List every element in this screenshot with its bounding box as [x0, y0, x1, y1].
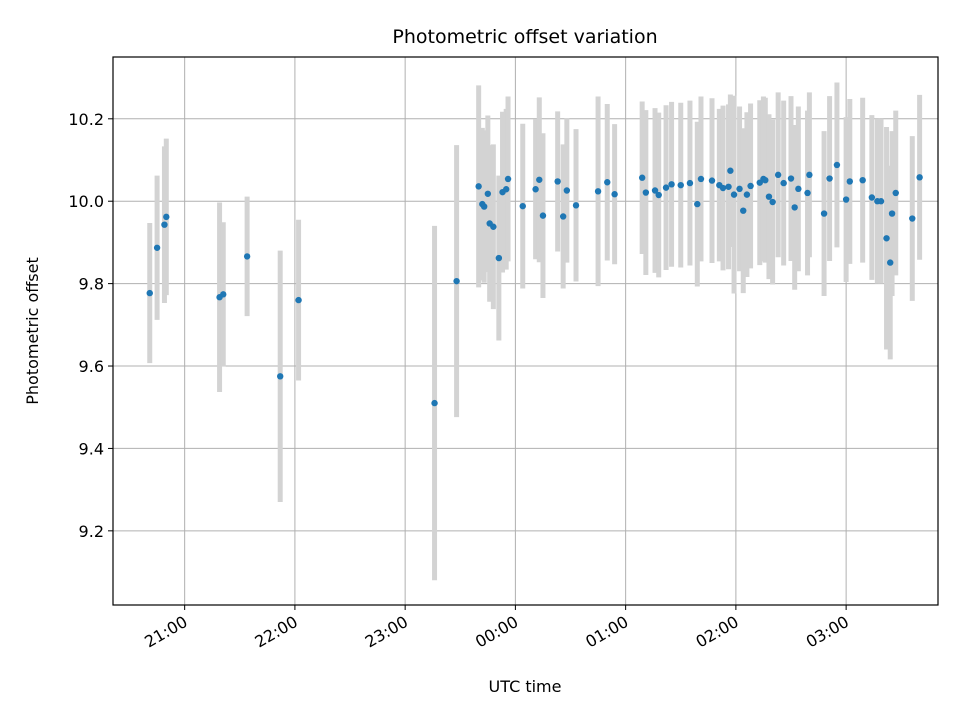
data-point — [868, 194, 876, 201]
data-point — [747, 182, 754, 190]
data-point — [163, 213, 170, 221]
data-point — [668, 181, 675, 188]
data-point — [594, 188, 602, 195]
data-point — [842, 196, 850, 203]
data-point — [833, 161, 841, 169]
data-point — [638, 174, 646, 181]
data-point — [780, 179, 787, 187]
data-point — [519, 202, 526, 210]
y-axis-ticks: 9.2 9.4 9.6 9.8 10.0 10.2 — [68, 110, 113, 541]
data-point — [769, 198, 776, 206]
data-point — [554, 178, 561, 185]
data-point — [826, 175, 833, 182]
data-point — [490, 223, 497, 230]
data-point — [694, 200, 701, 208]
data-point — [686, 179, 694, 187]
data-point — [774, 171, 782, 179]
data-point — [727, 167, 734, 174]
data-point — [655, 191, 662, 199]
data-point — [153, 244, 161, 251]
data-point — [806, 171, 813, 179]
data-point — [539, 212, 547, 219]
data-point — [697, 175, 705, 183]
y-tick-label: 10.0 — [68, 192, 104, 211]
data-point — [453, 277, 460, 285]
data-point — [743, 191, 751, 198]
data-point — [243, 253, 251, 260]
data-point — [532, 186, 539, 193]
data-point — [888, 210, 896, 217]
data-point — [161, 221, 168, 228]
data-point — [762, 176, 769, 184]
y-axis-label: Photometric offset — [23, 257, 42, 405]
plot-frame — [112, 56, 939, 606]
y-tick-label: 9.8 — [79, 275, 104, 294]
data-point — [677, 181, 684, 189]
data-point — [563, 187, 571, 194]
data-point — [877, 198, 885, 205]
y-tick-label: 9.4 — [79, 439, 104, 458]
data-point — [765, 193, 773, 200]
data-point — [791, 204, 798, 211]
data-point — [495, 254, 503, 262]
data-point — [887, 259, 894, 266]
data-point — [719, 184, 727, 192]
data-point — [480, 203, 488, 210]
data-point — [146, 289, 153, 297]
y-tick-label: 10.2 — [68, 110, 104, 129]
data-point — [708, 177, 716, 184]
data-point — [662, 184, 670, 191]
data-point — [642, 189, 650, 196]
data-point — [916, 174, 923, 181]
y-tick-label: 9.2 — [79, 522, 104, 541]
data-point — [604, 179, 611, 186]
data-point — [220, 291, 227, 298]
data-point — [725, 183, 732, 190]
chart-title: Photometric offset variation — [392, 26, 657, 48]
y-tick-label: 9.6 — [79, 357, 104, 376]
data-point — [787, 175, 795, 182]
data-point — [651, 187, 659, 194]
data-point — [846, 178, 854, 185]
data-point — [820, 210, 828, 217]
data-point — [559, 213, 567, 220]
data-point — [484, 190, 492, 197]
data-point — [736, 185, 743, 193]
data-point — [277, 373, 284, 380]
data-point — [730, 191, 738, 198]
data-point — [504, 175, 512, 183]
data-point — [572, 202, 580, 209]
data-point — [503, 186, 510, 193]
data-point — [431, 399, 438, 407]
data-point — [892, 189, 899, 197]
data-point — [740, 207, 747, 214]
grid — [113, 57, 938, 605]
data-point — [804, 189, 811, 197]
data-point — [883, 235, 890, 242]
data-points — [146, 161, 923, 407]
x-axis-label: UTC time — [489, 677, 562, 696]
data-point — [295, 296, 302, 304]
data-point — [795, 185, 802, 193]
data-point — [909, 215, 916, 222]
data-point — [475, 183, 482, 190]
data-point — [536, 176, 543, 183]
data-point — [859, 176, 866, 184]
data-point — [611, 191, 618, 198]
